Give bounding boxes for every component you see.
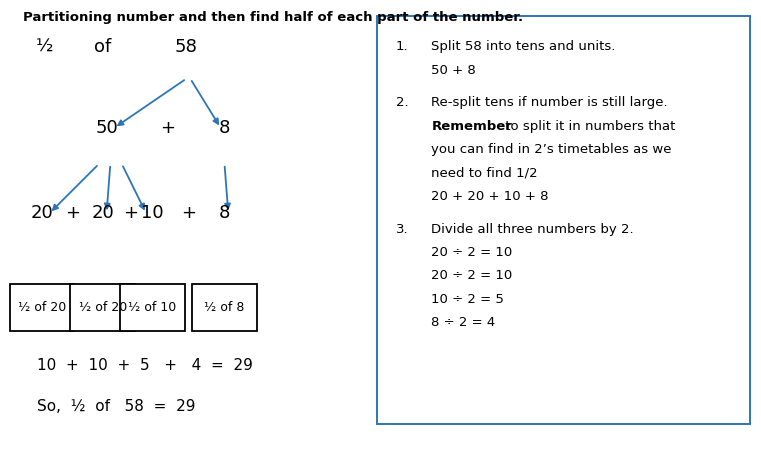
FancyBboxPatch shape	[10, 284, 74, 331]
Text: 20 ÷ 2 = 10: 20 ÷ 2 = 10	[431, 269, 513, 282]
Text: 20: 20	[30, 204, 53, 222]
Text: +: +	[123, 204, 138, 222]
Text: 20: 20	[91, 204, 114, 222]
Text: 10: 10	[141, 204, 164, 222]
FancyBboxPatch shape	[120, 284, 184, 331]
Text: 8 ÷ 2 = 4: 8 ÷ 2 = 4	[431, 316, 495, 329]
Text: Re-split tens if number is still large.: Re-split tens if number is still large.	[431, 97, 668, 110]
Text: 50 + 8: 50 + 8	[431, 64, 476, 77]
Text: 8: 8	[219, 204, 230, 222]
Text: +: +	[181, 204, 196, 222]
FancyBboxPatch shape	[377, 16, 750, 424]
Text: 58: 58	[175, 38, 198, 56]
Text: Remember: Remember	[431, 120, 512, 133]
Text: Split 58 into tens and units.: Split 58 into tens and units.	[431, 40, 616, 53]
Text: to split it in numbers that: to split it in numbers that	[501, 120, 676, 133]
Text: 10  +  10  +  5   +   4  =  29: 10 + 10 + 5 + 4 = 29	[37, 358, 253, 374]
Text: ½ of 20: ½ of 20	[18, 301, 66, 314]
Text: So,  ½  of   58  =  29: So, ½ of 58 = 29	[37, 399, 195, 414]
Text: 50: 50	[95, 119, 118, 137]
Text: ½: ½	[36, 38, 53, 56]
Text: +: +	[65, 204, 81, 222]
Text: of: of	[94, 38, 111, 56]
Text: 3.: 3.	[396, 223, 409, 236]
Text: Divide all three numbers by 2.: Divide all three numbers by 2.	[431, 223, 634, 236]
Text: 20 ÷ 2 = 10: 20 ÷ 2 = 10	[431, 246, 513, 259]
Text: 1.: 1.	[396, 40, 409, 53]
FancyBboxPatch shape	[192, 284, 257, 331]
Text: Partitioning number and then find half of each part of the number.: Partitioning number and then find half o…	[23, 11, 523, 24]
Text: 2.: 2.	[396, 97, 409, 110]
Text: you can find in 2’s timetables as we: you can find in 2’s timetables as we	[431, 143, 672, 156]
Text: 8: 8	[219, 119, 230, 137]
Text: +: +	[160, 119, 175, 137]
Text: 20 + 20 + 10 + 8: 20 + 20 + 10 + 8	[431, 190, 549, 203]
Text: ½ of 20: ½ of 20	[78, 301, 127, 314]
Text: ½ of 10: ½ of 10	[128, 301, 177, 314]
Text: 10 ÷ 2 = 5: 10 ÷ 2 = 5	[431, 293, 505, 306]
Text: ½ of 8: ½ of 8	[204, 301, 245, 314]
FancyBboxPatch shape	[70, 284, 135, 331]
Text: need to find 1/2: need to find 1/2	[431, 167, 538, 180]
